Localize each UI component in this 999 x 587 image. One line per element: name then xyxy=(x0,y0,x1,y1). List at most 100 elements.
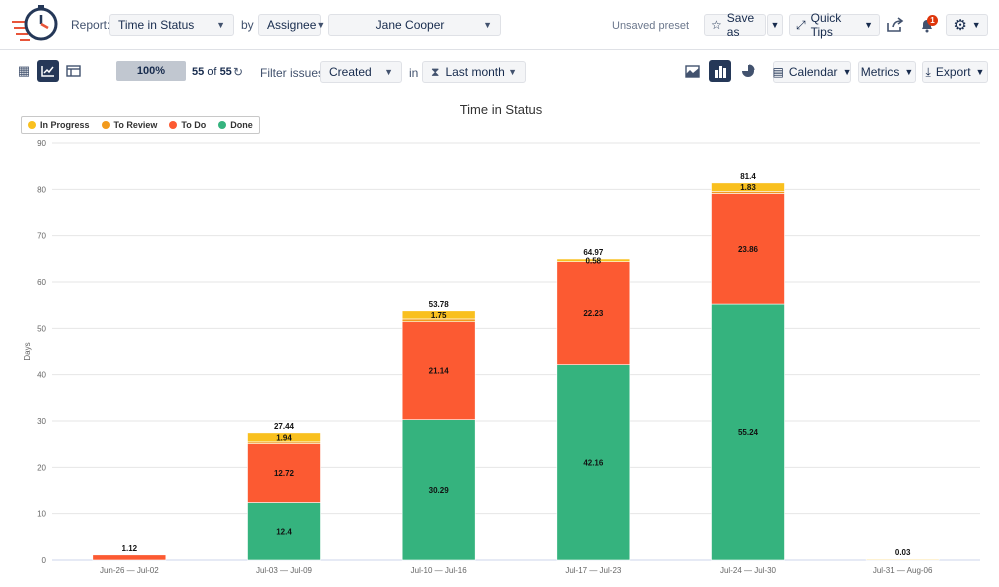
notification-badge: 1 xyxy=(927,15,938,26)
report-select-value: Time in Status xyxy=(118,18,195,32)
chevron-down-icon: ▼ xyxy=(904,67,914,77)
legend-dot-icon xyxy=(28,121,36,129)
bar-segment-in-progress xyxy=(556,258,631,262)
data-label: 12.72 xyxy=(274,469,295,478)
period-select[interactable]: ⧗ Last month ▼ xyxy=(422,61,526,83)
bar-segment-to-do xyxy=(247,443,321,503)
table-view-button[interactable] xyxy=(62,60,84,82)
quick-tips-label: Quick Tips xyxy=(810,11,842,39)
area-chart-button[interactable] xyxy=(681,60,703,82)
bar-segment-done xyxy=(401,419,476,561)
chevron-down-icon: ▼ xyxy=(770,20,780,30)
report-select[interactable]: Time in Status ▼ xyxy=(109,14,234,36)
total-label: 53.78 xyxy=(429,300,450,309)
settings-button[interactable]: ⚙ ▼ xyxy=(946,14,988,36)
legend-item-to-do[interactable]: To Do xyxy=(169,120,206,130)
share-icon xyxy=(887,17,904,32)
filter-field-select[interactable]: Created ▼ xyxy=(320,61,402,83)
report-toolbar: ▦ xyxy=(0,56,999,86)
save-options-button[interactable]: ▼ xyxy=(767,14,783,36)
data-label: 0.58 xyxy=(586,256,602,265)
grid-icon: ▦ xyxy=(17,63,31,78)
bar-segment-in-progress xyxy=(711,182,785,192)
pie-chart-icon xyxy=(742,64,755,77)
issue-count-total: 55 xyxy=(219,66,232,78)
bar-segment-to-do xyxy=(401,321,476,420)
data-label: 55.24 xyxy=(738,428,759,437)
bar-segment-in-progress xyxy=(247,432,321,443)
metrics-label: Metrics xyxy=(860,65,900,79)
pie-chart-button[interactable] xyxy=(737,60,759,82)
chart-title: Time in Status xyxy=(460,102,543,117)
x-tick-label: Jun-26 — Jul-02 xyxy=(100,566,159,575)
total-label: 64.97 xyxy=(583,248,604,257)
y-tick-label: 10 xyxy=(37,510,46,519)
chart-view-button[interactable] xyxy=(37,60,59,82)
table-icon xyxy=(65,65,81,77)
legend-dot-icon xyxy=(218,121,227,129)
bar-segment-done xyxy=(711,303,785,561)
data-label: 12.4 xyxy=(276,527,292,536)
export-label: Export xyxy=(935,65,971,79)
group-by-select[interactable]: Assignee ▼ xyxy=(258,14,325,36)
save-as-button[interactable]: ☆ Save as xyxy=(704,11,766,39)
total-label: 0.03 xyxy=(895,548,911,557)
grid-view-button[interactable]: ▦ xyxy=(13,60,35,82)
x-tick-label: Jul-03 — Jul-09 xyxy=(256,566,313,575)
issue-count-of: of xyxy=(207,66,217,78)
x-tick-label: Jul-17 — Jul-23 xyxy=(565,566,622,575)
bar-segment-to-do xyxy=(711,193,785,305)
refresh-icon[interactable]: ↻ xyxy=(233,65,244,79)
y-tick-label: 40 xyxy=(37,371,46,380)
chevron-down-icon: ▼ xyxy=(483,20,492,30)
wand-icon: ⤢ xyxy=(796,17,806,32)
y-tick-label: 90 xyxy=(37,139,46,148)
data-label: 30.29 xyxy=(429,486,450,495)
chevron-down-icon: ▼ xyxy=(864,20,873,30)
calendar-button[interactable]: ▤ Calendar ▼ xyxy=(773,61,851,83)
notifications-button[interactable]: 1 xyxy=(916,14,938,36)
period-value: Last month xyxy=(445,65,505,79)
issue-count-current: 55 xyxy=(192,66,205,78)
user-select-value: Jane Cooper xyxy=(375,18,445,32)
chevron-down-icon: ▼ xyxy=(842,67,852,77)
total-label: 1.12 xyxy=(122,544,138,553)
app-logo-icon xyxy=(12,5,58,41)
filter-field-value: Created xyxy=(329,65,372,79)
chevron-down-icon: ▼ xyxy=(316,20,326,30)
chevron-down-icon: ▼ xyxy=(216,20,225,30)
export-button[interactable]: ⤓ Export ▼ xyxy=(922,61,988,83)
bar-segment-done xyxy=(247,502,321,561)
metrics-button[interactable]: Metrics ▼ xyxy=(858,61,916,83)
calendar-label: Calendar xyxy=(788,65,838,79)
y-tick-label: 80 xyxy=(37,185,46,194)
chevron-down-icon: ▼ xyxy=(384,67,393,77)
legend-dot-icon xyxy=(101,121,110,129)
legend-item-in-progress[interactable]: In Progress xyxy=(28,120,90,130)
top-bar: Report: Time in Status ▼ by Assignee ▼ J… xyxy=(0,0,999,50)
group-by-value: Assignee xyxy=(267,18,317,32)
in-label: in xyxy=(409,66,419,80)
total-label: 27.44 xyxy=(274,422,295,431)
quick-tips-button[interactable]: ⤢ Quick Tips ▼ xyxy=(789,11,880,39)
star-icon: ☆ xyxy=(711,18,722,32)
by-label: by xyxy=(241,18,254,32)
bar-chart-button[interactable] xyxy=(709,60,731,82)
data-label: 1.94 xyxy=(276,433,292,442)
legend-item-to-review[interactable]: To Review xyxy=(101,120,157,130)
data-label: 23.86 xyxy=(738,245,759,254)
legend-item-done[interactable]: Done xyxy=(218,120,253,130)
legend-label: In Progress xyxy=(40,120,90,130)
area-chart-icon xyxy=(684,64,700,78)
filter-issues-label: Filter issues: xyxy=(260,66,328,80)
legend-dot-icon xyxy=(169,121,178,129)
total-label: 81.4 xyxy=(740,172,756,181)
user-select[interactable]: Jane Cooper ▼ xyxy=(328,14,501,36)
y-tick-label: 60 xyxy=(37,278,46,287)
chart-legend: In Progress To Review To Do Done xyxy=(21,116,260,134)
share-button[interactable] xyxy=(884,14,906,36)
y-tick-label: 70 xyxy=(37,232,46,241)
data-label: 1.75 xyxy=(431,311,447,320)
y-tick-label: 30 xyxy=(37,417,46,426)
y-axis-label: Days xyxy=(23,342,32,360)
